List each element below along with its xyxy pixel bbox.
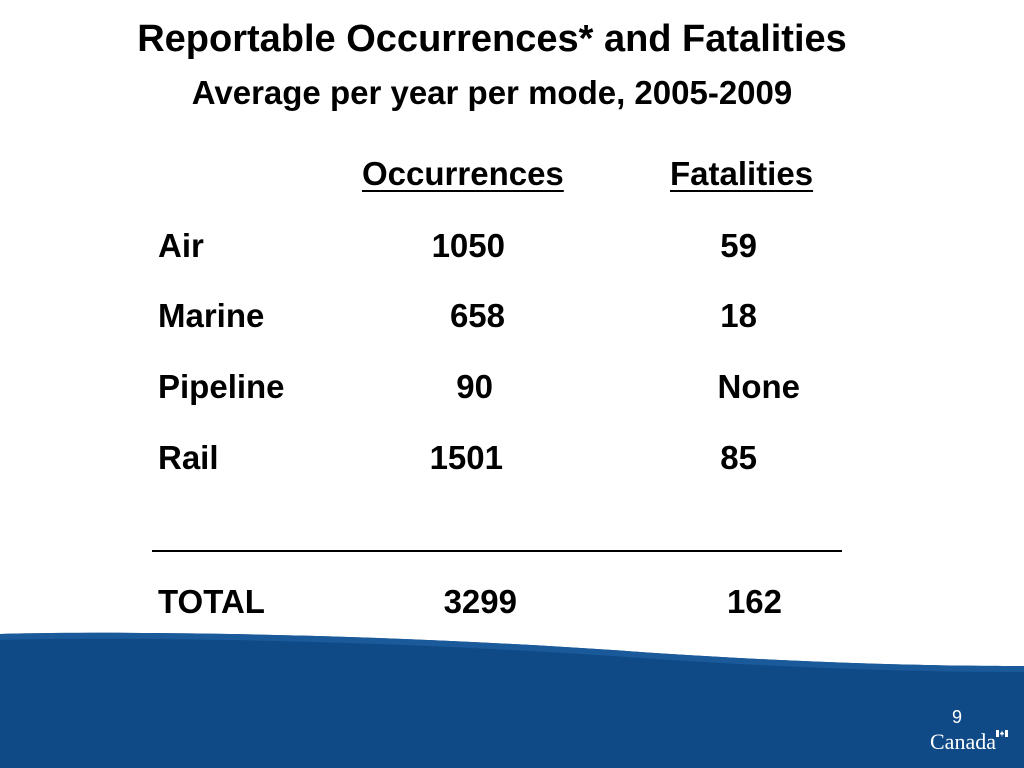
- page-number: 9: [951, 707, 962, 727]
- row-occurrences: 1050: [431, 227, 505, 264]
- row-mode-label: Pipeline: [158, 368, 285, 405]
- slide-subtitle: Average per year per mode, 2005-2009: [191, 74, 793, 111]
- flag-icon: [996, 730, 1008, 737]
- row-occurrences: 1501: [429, 439, 503, 476]
- row-occurrences: 90: [456, 368, 493, 405]
- total-occurrences: 3299: [443, 583, 517, 620]
- row-fatalities: None: [717, 368, 801, 405]
- header-occurrences: Occurrences: [362, 155, 564, 192]
- total-label: TOTAL: [158, 583, 265, 620]
- row-occurrences: 658: [449, 297, 505, 334]
- row-fatalities: 59: [720, 227, 757, 264]
- total-fatalities: 162: [726, 583, 782, 620]
- canada-wordmark-text: Canada: [930, 729, 996, 754]
- row-mode-label: Rail: [158, 439, 219, 476]
- total-divider: [152, 550, 842, 552]
- row-fatalities: 85: [720, 439, 757, 476]
- row-fatalities: 18: [720, 297, 757, 334]
- header-fatalities: Fatalities: [670, 155, 814, 192]
- footer-wave: [0, 632, 1024, 768]
- row-mode-label: Marine: [158, 297, 265, 334]
- slide-title: Reportable Occurrences* and Fatalities: [137, 18, 847, 60]
- row-mode-label: Air: [158, 227, 204, 264]
